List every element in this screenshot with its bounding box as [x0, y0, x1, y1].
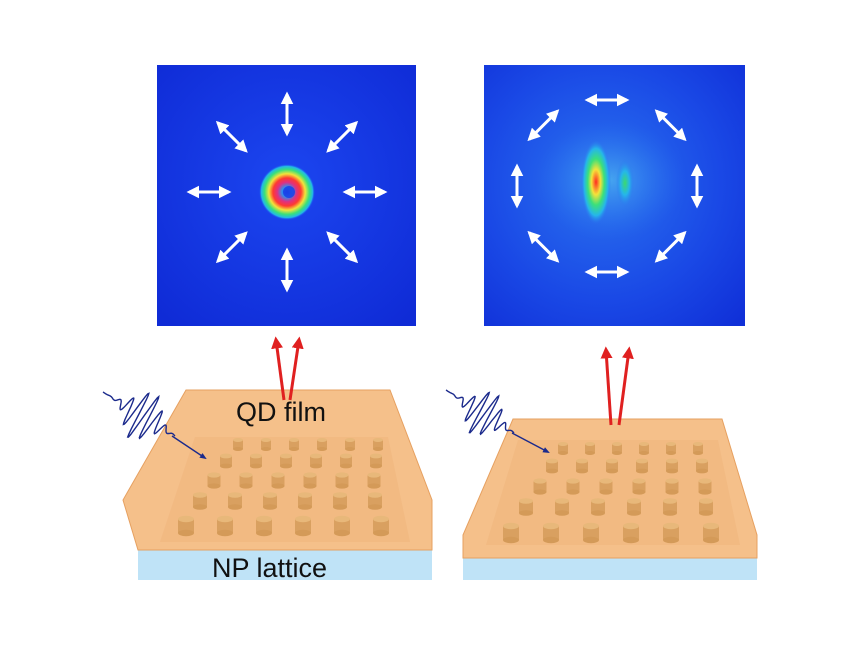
nanopillar — [519, 498, 533, 516]
nanopillar — [289, 438, 299, 451]
substrate-right — [463, 558, 757, 580]
nanopillar — [367, 472, 381, 489]
nanopillar — [627, 498, 641, 516]
nanopillar — [334, 515, 350, 537]
emission-arrow-right-2 — [617, 346, 634, 426]
nanopillar — [623, 522, 639, 544]
polarization-arrow — [326, 231, 359, 264]
polarization-arrow — [527, 230, 560, 263]
pump-pulse-wave — [102, 391, 176, 440]
nanopillar — [606, 458, 618, 474]
np-lattice-label: NP lattice — [212, 553, 327, 583]
nanopillar — [298, 492, 312, 510]
right-device — [445, 346, 758, 580]
pump-arrow-right — [511, 432, 550, 453]
nanopillar — [576, 458, 588, 474]
nanopillar — [636, 458, 648, 474]
left-emission-image — [157, 65, 416, 326]
nanopillar — [566, 478, 580, 495]
nanopillar — [233, 438, 243, 451]
nanopillar — [612, 442, 622, 455]
np-lattice-pillars-right — [503, 442, 719, 544]
radial-polarization-arrows — [186, 91, 388, 293]
emission-arrow-left — [271, 336, 286, 401]
nanopillar — [220, 453, 232, 469]
nanopillar — [696, 458, 708, 474]
nanopillar — [698, 478, 712, 495]
nanopillar — [256, 515, 272, 537]
nanopillar — [345, 438, 355, 451]
nanopillar — [335, 472, 349, 489]
polarization-arrow — [654, 109, 687, 142]
nanopillar — [295, 515, 311, 537]
nanopillar — [333, 492, 347, 510]
nanopillar — [699, 498, 713, 516]
nanopillar — [370, 453, 382, 469]
polarization-arrow — [215, 231, 248, 264]
nanopillar — [193, 492, 207, 510]
nanopillar — [663, 498, 677, 516]
nanopillar — [558, 442, 568, 455]
nanopillar — [599, 478, 613, 495]
nanopillar — [703, 522, 719, 544]
nanopillar — [250, 453, 262, 469]
polarization-arrow — [527, 109, 560, 142]
nanopillar — [693, 442, 703, 455]
nanopillar — [263, 492, 277, 510]
nanopillar — [533, 478, 547, 495]
nanopillar — [217, 515, 233, 537]
nanopillar — [280, 453, 292, 469]
nanopillar — [373, 515, 389, 537]
azimuthal-polarization-arrows — [510, 93, 704, 279]
nanopillar — [583, 522, 599, 544]
nanopillar — [632, 478, 646, 495]
nanopillar — [503, 522, 519, 544]
nanopillar — [666, 458, 678, 474]
nanopillar — [317, 438, 327, 451]
right-emission-image — [484, 65, 745, 326]
pump-arrow — [171, 435, 207, 460]
np-lattice-pillars — [178, 438, 389, 537]
nanopillar — [368, 492, 382, 510]
nanopillar — [303, 472, 317, 489]
emission-arrow-right — [288, 336, 304, 401]
nanopillar — [546, 458, 558, 474]
nanopillar — [271, 472, 285, 489]
substrate-left — [138, 550, 432, 580]
polarization-arrow — [215, 120, 248, 153]
beam-lobe-right — [616, 159, 634, 207]
nanopillar — [555, 498, 569, 516]
beam-lobe-left — [581, 140, 611, 224]
nanopillar — [665, 478, 679, 495]
nanopillar — [543, 522, 559, 544]
nanopillar — [207, 472, 221, 489]
nanopillar — [261, 438, 271, 451]
polarization-arrow — [654, 230, 687, 263]
qd-film-label: QD film — [236, 397, 326, 427]
nanopillar — [585, 442, 595, 455]
nanopillar — [340, 453, 352, 469]
nanopillar — [228, 492, 242, 510]
nanopillar — [239, 472, 253, 489]
nanopillar — [663, 522, 679, 544]
nanopillar — [639, 442, 649, 455]
left-device: QD film NP lattice — [102, 336, 433, 583]
nanopillar — [666, 442, 676, 455]
nanopillar — [310, 453, 322, 469]
nanopillar — [591, 498, 605, 516]
pump-pulse-wave-right — [445, 389, 515, 436]
nanopillar — [373, 438, 383, 451]
emission-arrow-right-1 — [600, 346, 613, 426]
nanopillar — [178, 515, 194, 537]
polarization-arrow — [326, 120, 359, 153]
